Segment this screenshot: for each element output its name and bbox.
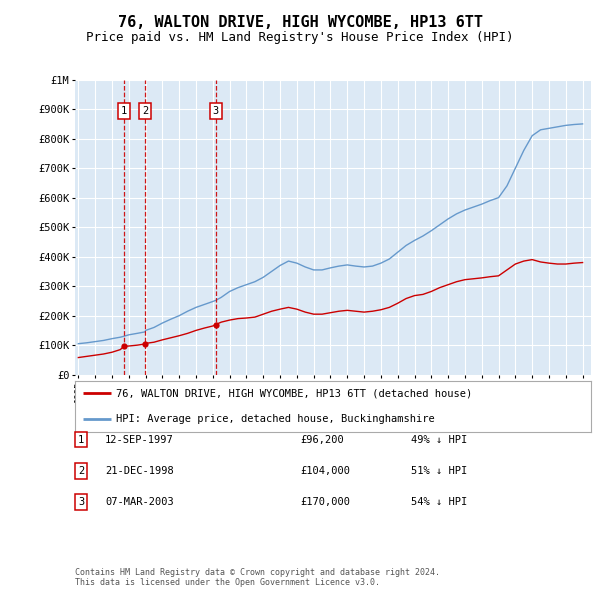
Text: 3: 3 [213,106,219,116]
Text: HPI: Average price, detached house, Buckinghamshire: HPI: Average price, detached house, Buck… [116,414,435,424]
Text: Price paid vs. HM Land Registry's House Price Index (HPI): Price paid vs. HM Land Registry's House … [86,31,514,44]
Text: 2: 2 [142,106,148,116]
Text: 49% ↓ HPI: 49% ↓ HPI [411,435,467,444]
Text: £170,000: £170,000 [300,497,350,507]
Text: 3: 3 [78,497,84,507]
Text: 07-MAR-2003: 07-MAR-2003 [105,497,174,507]
Text: 1: 1 [121,106,127,116]
Text: 2: 2 [78,466,84,476]
Text: 51% ↓ HPI: 51% ↓ HPI [411,466,467,476]
Text: 76, WALTON DRIVE, HIGH WYCOMBE, HP13 6TT (detached house): 76, WALTON DRIVE, HIGH WYCOMBE, HP13 6TT… [116,388,473,398]
Text: Contains HM Land Registry data © Crown copyright and database right 2024.
This d: Contains HM Land Registry data © Crown c… [75,568,440,587]
Text: £104,000: £104,000 [300,466,350,476]
Text: 1: 1 [78,435,84,444]
Text: 76, WALTON DRIVE, HIGH WYCOMBE, HP13 6TT: 76, WALTON DRIVE, HIGH WYCOMBE, HP13 6TT [118,15,482,30]
Text: 12-SEP-1997: 12-SEP-1997 [105,435,174,444]
Text: £96,200: £96,200 [300,435,344,444]
Text: 54% ↓ HPI: 54% ↓ HPI [411,497,467,507]
Text: 21-DEC-1998: 21-DEC-1998 [105,466,174,476]
